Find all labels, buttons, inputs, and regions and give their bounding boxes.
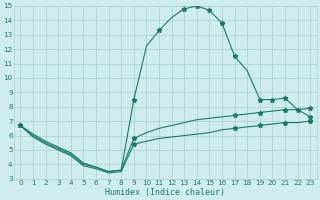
X-axis label: Humidex (Indice chaleur): Humidex (Indice chaleur) (105, 188, 225, 197)
